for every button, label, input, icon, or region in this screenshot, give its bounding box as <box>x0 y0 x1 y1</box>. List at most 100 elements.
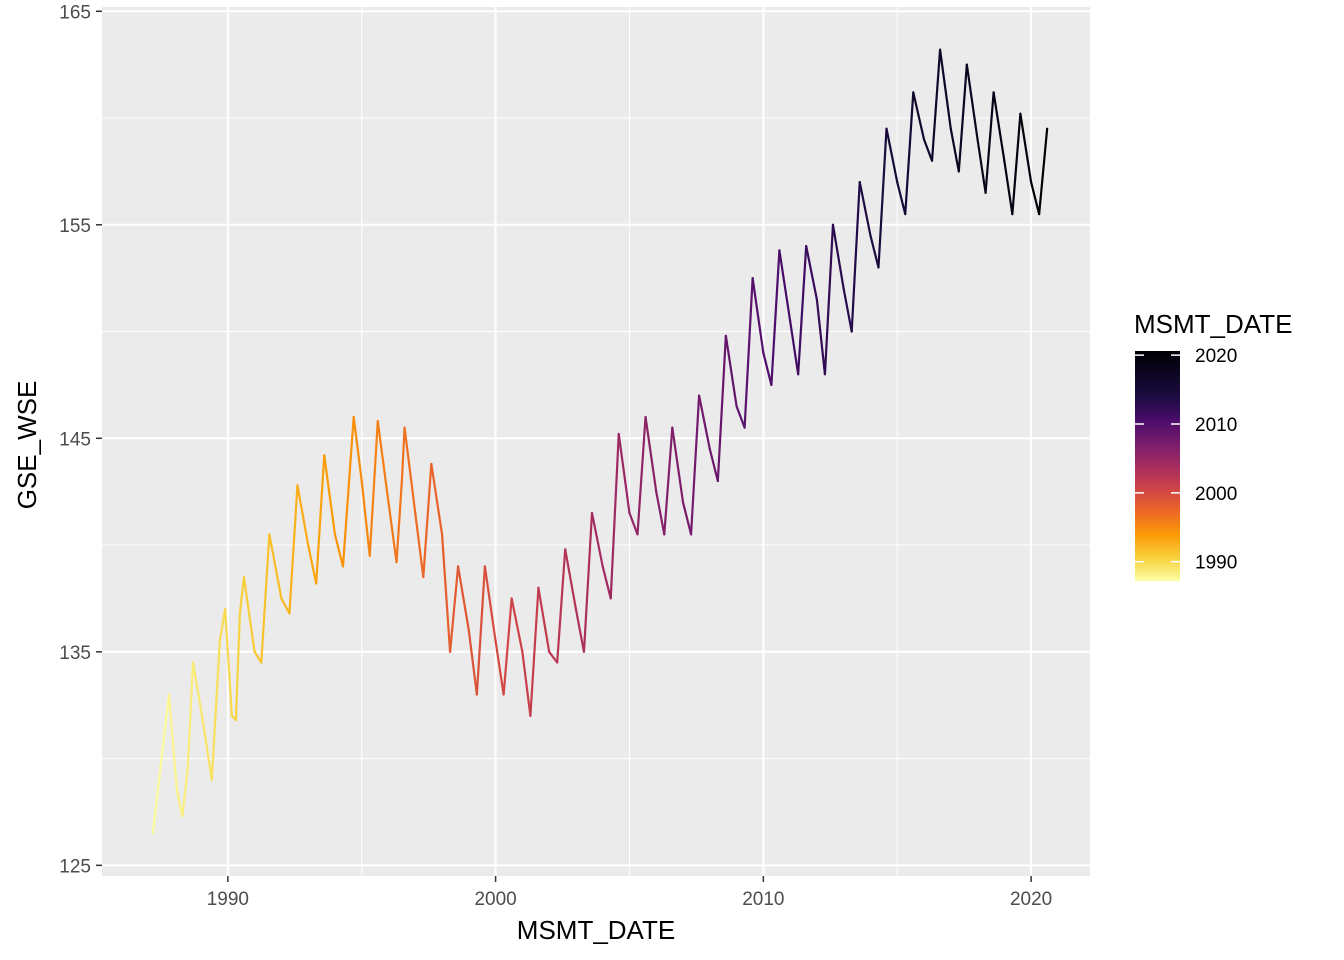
axes: 1990 2000 2010 2020 125 135 145 155 165 <box>59 2 1052 910</box>
line-segment <box>191 661 205 728</box>
plot-panel <box>102 7 1090 876</box>
y-tick-label: 165 <box>59 2 91 23</box>
line-segment <box>904 91 915 216</box>
line-segment <box>537 586 551 653</box>
line-segment <box>797 245 808 376</box>
line-segment <box>697 394 711 451</box>
line-segment <box>885 127 899 184</box>
line-segment <box>601 565 612 600</box>
line-segment <box>896 180 907 216</box>
line-segment <box>181 768 189 818</box>
y-tick-label: 155 <box>59 216 91 237</box>
line-segment <box>869 234 880 269</box>
line-segment <box>716 334 727 483</box>
line-segment <box>984 91 995 194</box>
line-segment <box>850 180 861 333</box>
y-tick-label: 145 <box>59 429 91 450</box>
line-segment <box>242 575 256 653</box>
line-segment <box>574 608 586 653</box>
line-segment <box>260 533 271 664</box>
line-segment <box>842 287 853 333</box>
legend-label: 2000 <box>1195 484 1237 505</box>
line-segment <box>965 63 979 141</box>
line-segment <box>315 454 326 585</box>
line-segment <box>689 394 701 536</box>
line-segment <box>296 484 310 547</box>
line-segment <box>341 415 355 568</box>
x-axis-title: MSMT_DATE <box>517 915 675 945</box>
line-segment <box>307 543 318 585</box>
line-segment <box>483 565 497 643</box>
line-segment <box>368 420 379 557</box>
line-segment <box>430 462 444 536</box>
line-segment <box>521 650 532 717</box>
line-segment <box>175 789 184 818</box>
x-tick-label: 2000 <box>474 889 516 910</box>
grid-major <box>102 7 1090 876</box>
line-segment <box>789 319 800 376</box>
line-segment <box>655 490 666 536</box>
line-segment <box>724 334 738 408</box>
grid-minor <box>102 7 1090 876</box>
line-segment <box>751 277 765 354</box>
line-segment <box>628 511 639 536</box>
line-segment <box>333 533 345 568</box>
line-segment <box>218 608 227 643</box>
line-segment <box>448 565 460 653</box>
line-segment <box>414 511 425 579</box>
line-segment <box>234 612 241 722</box>
line-segment <box>395 479 403 564</box>
line-segment <box>636 415 647 536</box>
line-segment <box>400 426 406 483</box>
y-tick-label: 135 <box>59 643 91 664</box>
line-segment <box>617 432 631 515</box>
x-tick-label: 2010 <box>742 889 784 910</box>
line-segment <box>253 650 263 664</box>
line-segment <box>858 180 872 237</box>
legend-colorbar <box>1135 351 1180 581</box>
line-segment <box>323 454 337 536</box>
line-segment <box>556 548 567 664</box>
line-segment <box>1019 112 1033 184</box>
legend-title: MSMT_DATE <box>1134 309 1292 339</box>
legend: MSMT_DATE 1990 2000 2010 2020 <box>1134 309 1292 581</box>
line-segment <box>202 725 213 782</box>
line-segment <box>494 640 505 696</box>
line-segment <box>644 415 658 493</box>
line-segment <box>663 426 674 536</box>
line-segment <box>288 484 299 615</box>
series-line <box>151 48 1049 835</box>
line-segment <box>475 565 486 696</box>
y-tick-label: 125 <box>59 856 91 877</box>
line-segment <box>609 432 620 600</box>
line-segment <box>805 245 818 301</box>
line-segment <box>529 586 540 717</box>
line-segment <box>590 511 604 568</box>
line-segment <box>376 420 390 504</box>
line-segment <box>877 127 888 269</box>
legend-label: 1990 <box>1195 553 1237 574</box>
line-segment <box>502 597 513 696</box>
line-segment <box>770 249 781 387</box>
legend-label: 2010 <box>1195 415 1237 436</box>
line-segment <box>582 511 594 653</box>
line-segment <box>510 597 524 653</box>
x-tick-label: 1990 <box>207 889 249 910</box>
line-segment <box>564 548 578 611</box>
line-segment <box>1003 159 1014 216</box>
line-segment <box>268 533 283 600</box>
line-segment <box>681 501 693 536</box>
line-segment <box>440 533 452 653</box>
line-segment <box>912 91 926 141</box>
line-segment <box>992 91 1006 162</box>
line-segment <box>186 661 195 771</box>
line-segment <box>762 351 773 387</box>
line-segment <box>778 249 792 322</box>
line-segment <box>949 127 960 173</box>
y-axis-title: GSE_WSE <box>12 381 42 510</box>
line-segment <box>238 575 246 615</box>
line-segment <box>743 277 754 429</box>
line-segment <box>1038 127 1049 216</box>
x-tick-label: 2020 <box>1010 889 1052 910</box>
